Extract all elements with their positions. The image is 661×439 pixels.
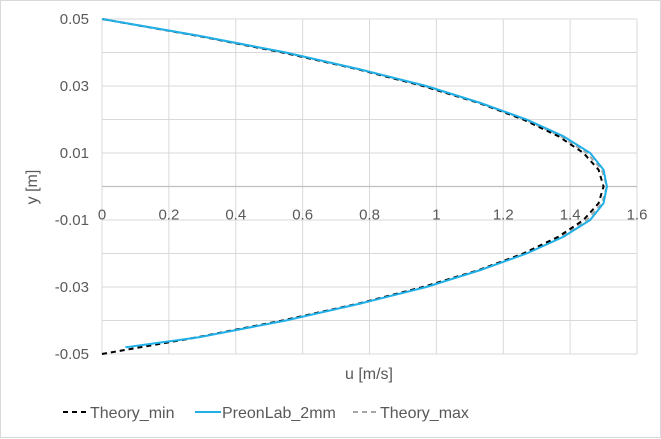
- x-tick-label: 0.6: [292, 207, 313, 224]
- x-axis-title: u [m/s]: [345, 366, 393, 383]
- y-axis-title: y [m]: [24, 170, 41, 205]
- legend-label: Theory_max: [380, 405, 469, 422]
- legend-label: Theory_min: [90, 405, 174, 422]
- x-tick-label: 0.4: [225, 207, 246, 224]
- legend: Theory_min PreonLab_2mm Theory_max: [63, 405, 469, 422]
- x-tick-label: 0.2: [158, 207, 179, 224]
- y-tick-label: -0.03: [55, 279, 89, 296]
- y-tick-label: 0.03: [60, 78, 89, 95]
- x-tick-label: 1: [432, 207, 440, 224]
- x-tick-label: 1.2: [493, 207, 514, 224]
- y-tick-label: 0.05: [60, 11, 89, 28]
- series-group: [101, 18, 608, 355]
- tick-labels: 0 0.2 0.4 0.6 0.8 1 1.2 1.4 1.6 0.05 0.03 0.01 -0.01…: [55, 11, 648, 363]
- x-tick-label: 0: [98, 207, 106, 224]
- series-line-preonlab_2mm: [101, 18, 608, 349]
- grid: [101, 18, 638, 355]
- y-tick-label: -0.01: [55, 212, 89, 229]
- y-tick-label: 0.01: [60, 145, 89, 162]
- y-tick-label: -0.05: [55, 346, 89, 363]
- x-tick-label: 1.4: [560, 207, 581, 224]
- legend-label: PreonLab_2mm: [222, 405, 336, 422]
- x-tick-label: 0.8: [359, 207, 380, 224]
- x-tick-label: 1.6: [627, 207, 648, 224]
